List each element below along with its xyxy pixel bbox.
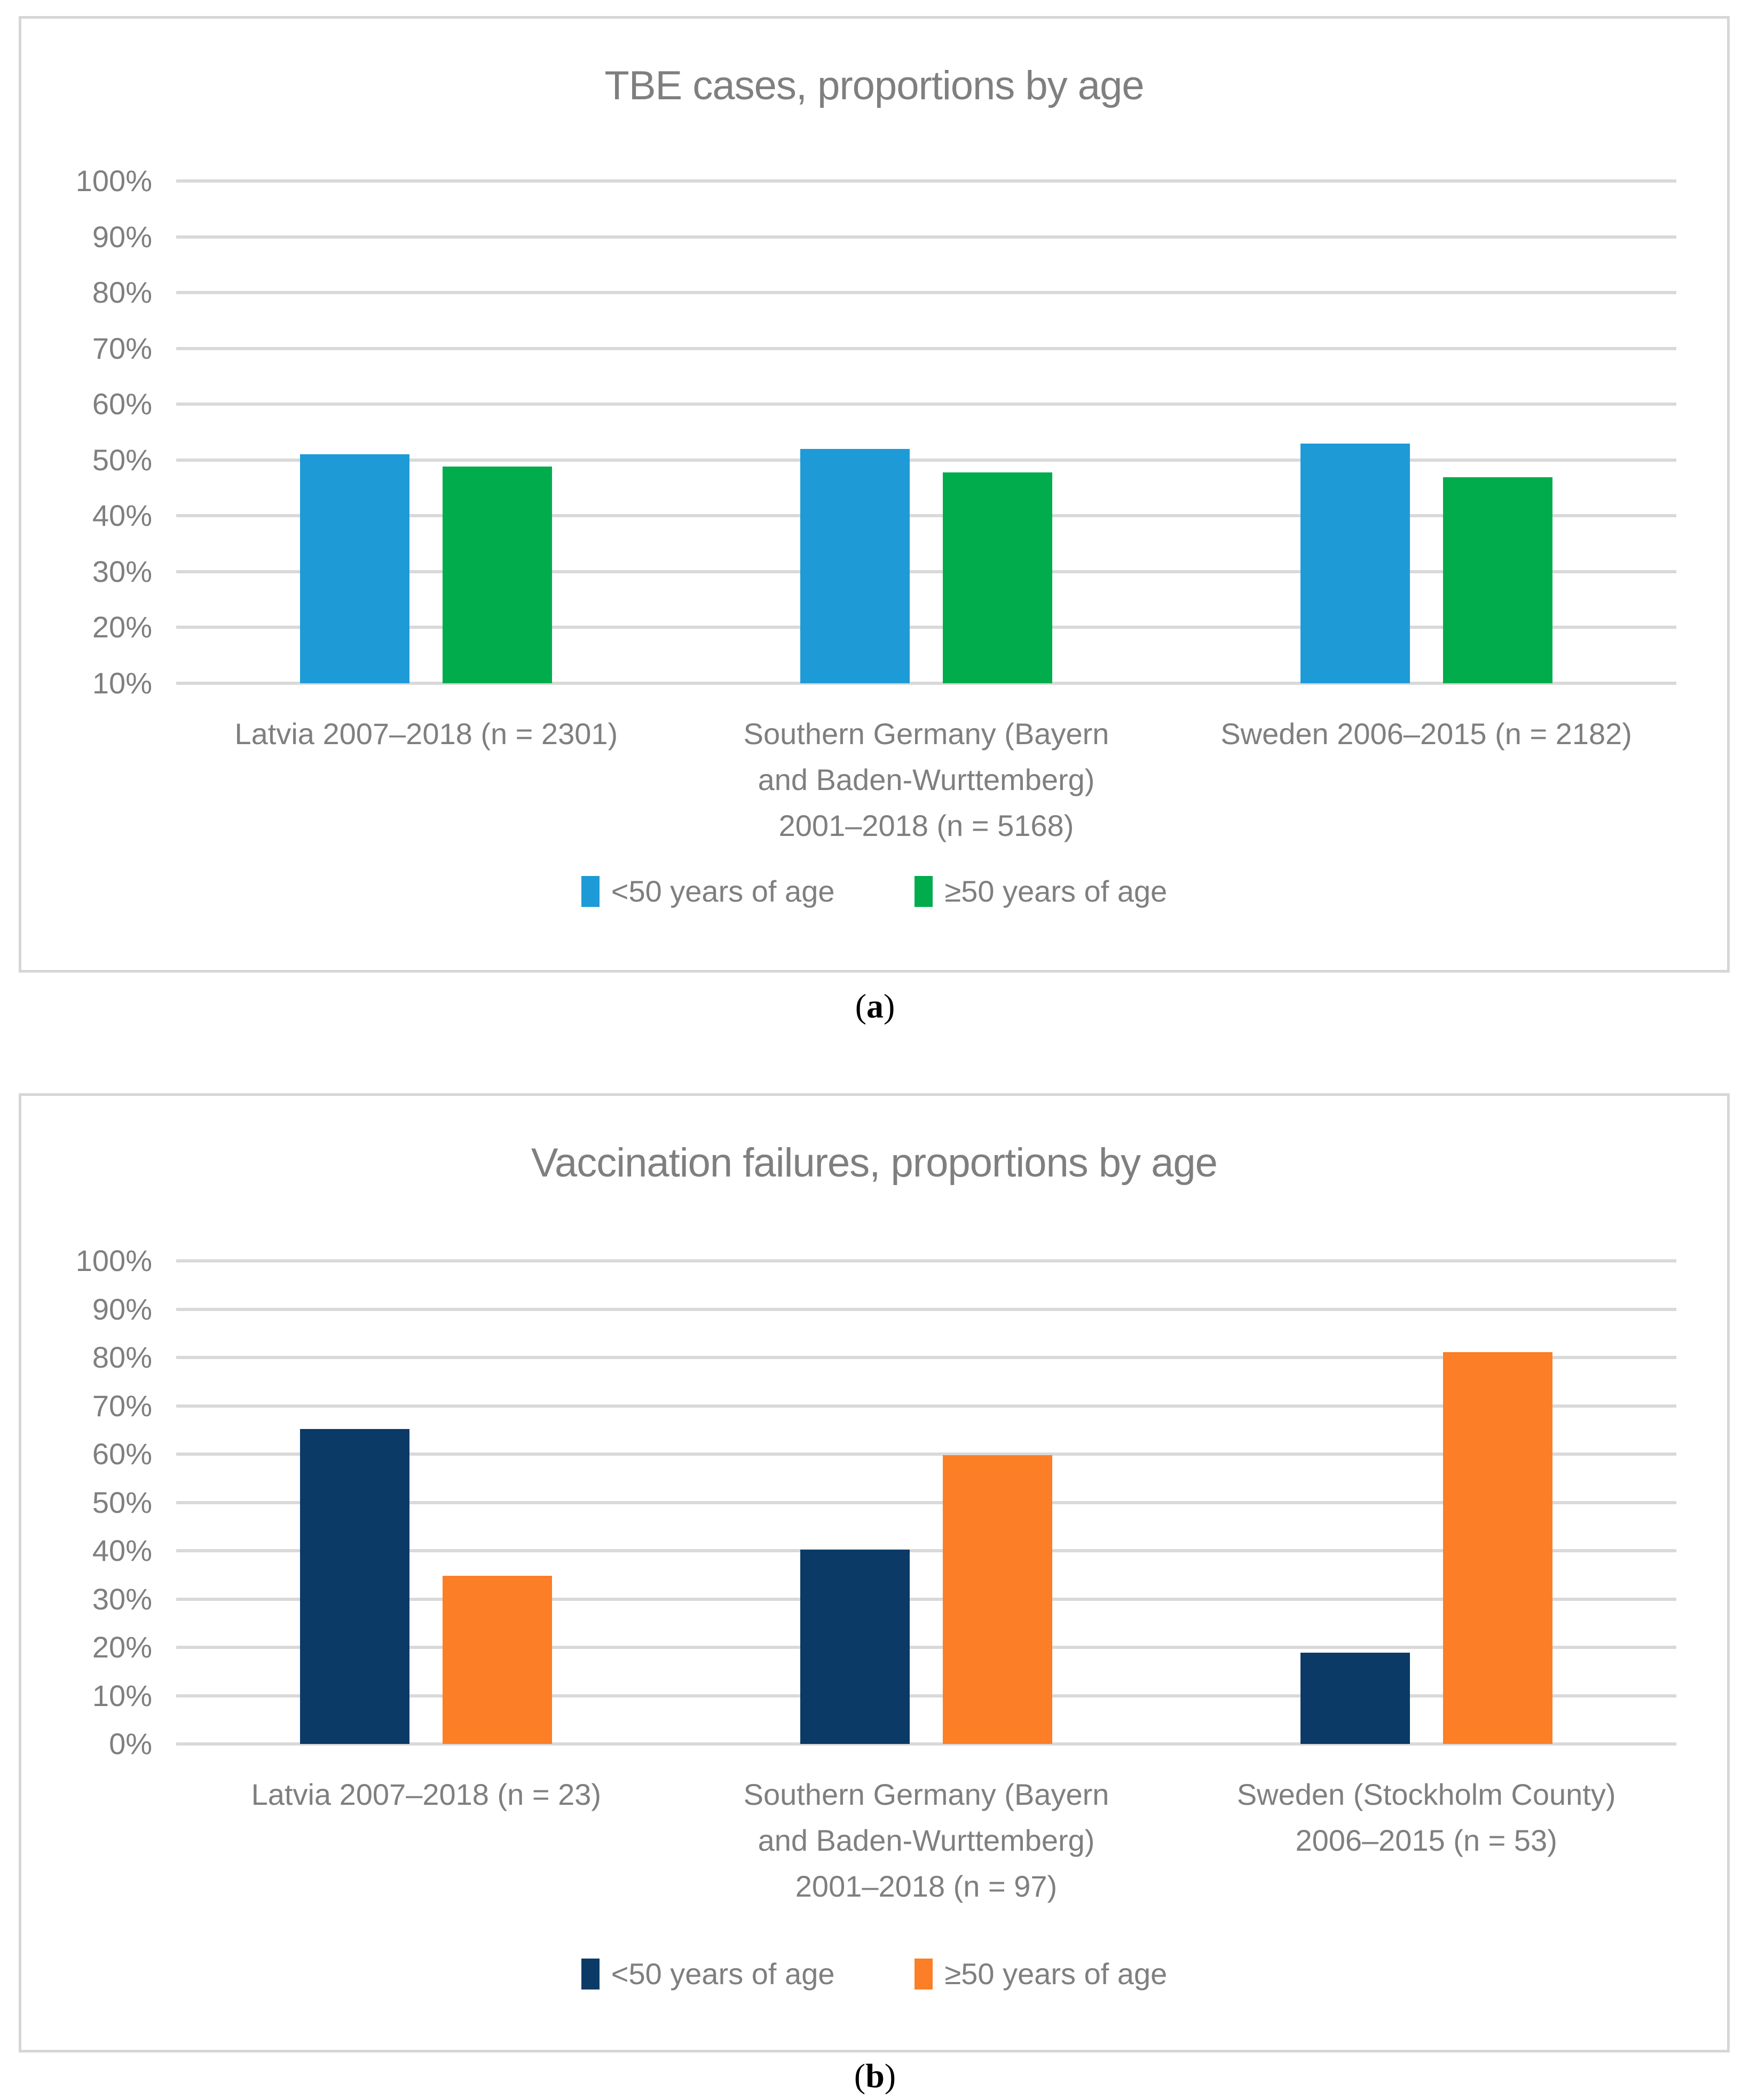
legend-item-50-years-of-age: ≥50 years of age bbox=[915, 874, 1167, 909]
caption-b-open-paren: ( bbox=[854, 2057, 866, 2095]
gridline-90% bbox=[176, 1307, 1676, 1311]
legend: <50 years of age ≥50 years of age bbox=[21, 1956, 1727, 1991]
gridline-80% bbox=[176, 291, 1676, 295]
y-axis-tick-label-0%: 0% bbox=[109, 1727, 152, 1760]
gridline-70% bbox=[176, 346, 1676, 350]
legend-swatch-50-years-of-age bbox=[581, 875, 600, 907]
y-axis-tick-label-30%: 30% bbox=[92, 1582, 152, 1616]
gridline-50% bbox=[176, 1501, 1676, 1504]
bar-southern-germany-bayern-50-years-of-age bbox=[943, 472, 1052, 683]
x-category-label-latvia-2007-2018-n-23: Latvia 2007–2018 (n = 23) bbox=[251, 1778, 602, 1811]
y-axis-tick-label-50%: 50% bbox=[92, 443, 152, 477]
bar-southern-germany-bayern-50-years-of-age bbox=[800, 1550, 910, 1744]
y-axis-tick-label-100%: 100% bbox=[75, 1244, 152, 1277]
bar-latvia-2007-2018-n-23-50-years-of-age bbox=[443, 1576, 553, 1744]
x-category-label-latvia-2007-2018-n-2301: Latvia 2007–2018 (n = 2301) bbox=[234, 717, 618, 751]
legend-swatch-50-years-of-age bbox=[915, 875, 933, 907]
legend: <50 years of age ≥50 years of age bbox=[21, 874, 1727, 909]
y-axis-tick-label-100%: 100% bbox=[75, 164, 152, 198]
bar-sweden-stockholm-county-50-years-of-age bbox=[1300, 1652, 1410, 1744]
gridline-20% bbox=[176, 1646, 1676, 1649]
chart-title-tbe-cases: TBE cases, proportions by age bbox=[604, 63, 1144, 108]
legend-label-50-years-of-age: ≥50 years of age bbox=[944, 1957, 1168, 1991]
y-axis-tick-label-40%: 40% bbox=[92, 499, 152, 533]
gridline-100% bbox=[176, 1259, 1676, 1262]
legend-item-50-years-of-age: ≥50 years of age bbox=[915, 1956, 1167, 1991]
gridline-70% bbox=[176, 1404, 1676, 1408]
caption-a-open-paren: ( bbox=[855, 987, 866, 1025]
y-axis-tick-label-50%: 50% bbox=[92, 1485, 152, 1519]
y-axis-tick-label-20%: 20% bbox=[92, 610, 152, 644]
caption-a: (a) bbox=[0, 986, 1750, 1026]
gridline-20% bbox=[176, 626, 1676, 629]
bar-sweden-2006-2015-n-2182-50-years-of-age bbox=[1442, 477, 1552, 683]
chart-title-vaccination-failures: Vaccination failures, proportions by age bbox=[531, 1140, 1218, 1186]
gridline-100% bbox=[176, 179, 1676, 183]
y-axis-tick-label-80%: 80% bbox=[92, 275, 152, 310]
gridline-30% bbox=[176, 1597, 1676, 1601]
legend-label-50-years-of-age: <50 years of age bbox=[611, 874, 835, 908]
gridline-60% bbox=[176, 402, 1676, 406]
gridline-10% bbox=[176, 682, 1676, 685]
legend-label-50-years-of-age: ≥50 years of age bbox=[944, 874, 1168, 908]
bar-sweden-2006-2015-n-2182-50-years-of-age bbox=[1300, 444, 1410, 683]
x-category-label-southern-germany-bayern: Southern Germany (Bayern and Baden-Wurtt… bbox=[743, 717, 1109, 842]
gridline-30% bbox=[176, 570, 1676, 573]
legend-swatch-50-years-of-age bbox=[581, 1958, 600, 1990]
legend-item-50-years-of-age: <50 years of age bbox=[581, 1956, 835, 1991]
gridline-60% bbox=[176, 1452, 1676, 1456]
y-axis-tick-label-40%: 40% bbox=[92, 1534, 152, 1567]
caption-a-letter: a bbox=[866, 987, 884, 1025]
bar-latvia-2007-2018-n-23-50-years-of-age bbox=[300, 1428, 410, 1744]
gridline-50% bbox=[176, 458, 1676, 462]
y-axis-tick-label-70%: 70% bbox=[92, 331, 152, 365]
gridline-40% bbox=[176, 1549, 1676, 1552]
plot-area bbox=[176, 179, 1676, 685]
x-category-label-sweden-2006-2015-n-2182: Sweden 2006–2015 (n = 2182) bbox=[1220, 717, 1632, 751]
chart-panel-vaccination-failures: Vaccination failures, proportions by age… bbox=[19, 1093, 1730, 2052]
legend-swatch-50-years-of-age bbox=[915, 1958, 933, 1990]
bar-latvia-2007-2018-n-2301-50-years-of-age bbox=[300, 454, 410, 683]
gridline-40% bbox=[176, 514, 1676, 518]
caption-b-close-paren: ) bbox=[884, 2057, 896, 2095]
y-axis-tick-label-60%: 60% bbox=[92, 1437, 152, 1471]
bar-southern-germany-bayern-50-years-of-age bbox=[800, 448, 910, 683]
y-axis-tick-label-10%: 10% bbox=[92, 1678, 152, 1712]
gridline-0% bbox=[176, 1742, 1676, 1746]
y-axis-tick-label-90%: 90% bbox=[92, 219, 152, 254]
y-axis-tick-label-60%: 60% bbox=[92, 387, 152, 421]
bar-sweden-stockholm-county-50-years-of-age bbox=[1442, 1352, 1552, 1744]
y-axis-tick-label-70%: 70% bbox=[92, 1388, 152, 1423]
bar-latvia-2007-2018-n-2301-50-years-of-age bbox=[443, 467, 553, 683]
plot-area bbox=[176, 1259, 1676, 1746]
caption-a-close-paren: ) bbox=[884, 987, 895, 1025]
y-axis-tick-label-30%: 30% bbox=[92, 554, 152, 588]
y-axis-tick-label-90%: 90% bbox=[92, 1292, 152, 1326]
gridline-80% bbox=[176, 1356, 1676, 1359]
caption-b-letter: b bbox=[865, 2057, 885, 2095]
legend-item-50-years-of-age: <50 years of age bbox=[581, 874, 835, 909]
bar-southern-germany-bayern-50-years-of-age bbox=[943, 1455, 1052, 1744]
x-category-label-southern-germany-bayern: Southern Germany (Bayern and Baden-Wurtt… bbox=[743, 1778, 1109, 1903]
y-axis-tick-label-80%: 80% bbox=[92, 1340, 152, 1374]
gridline-10% bbox=[176, 1694, 1676, 1698]
legend-label-50-years-of-age: <50 years of age bbox=[611, 1957, 835, 1991]
x-category-label-sweden-stockholm-county: Sweden (Stockholm County) 2006–2015 (n =… bbox=[1236, 1778, 1616, 1857]
y-axis-tick-label-10%: 10% bbox=[92, 666, 152, 700]
caption-b: (b) bbox=[0, 2056, 1750, 2096]
chart-panel-tbe-cases: TBE cases, proportions by age 100% 90% 80%… bbox=[19, 16, 1730, 973]
gridline-90% bbox=[176, 235, 1676, 239]
y-axis-tick-label-20%: 20% bbox=[92, 1630, 152, 1664]
